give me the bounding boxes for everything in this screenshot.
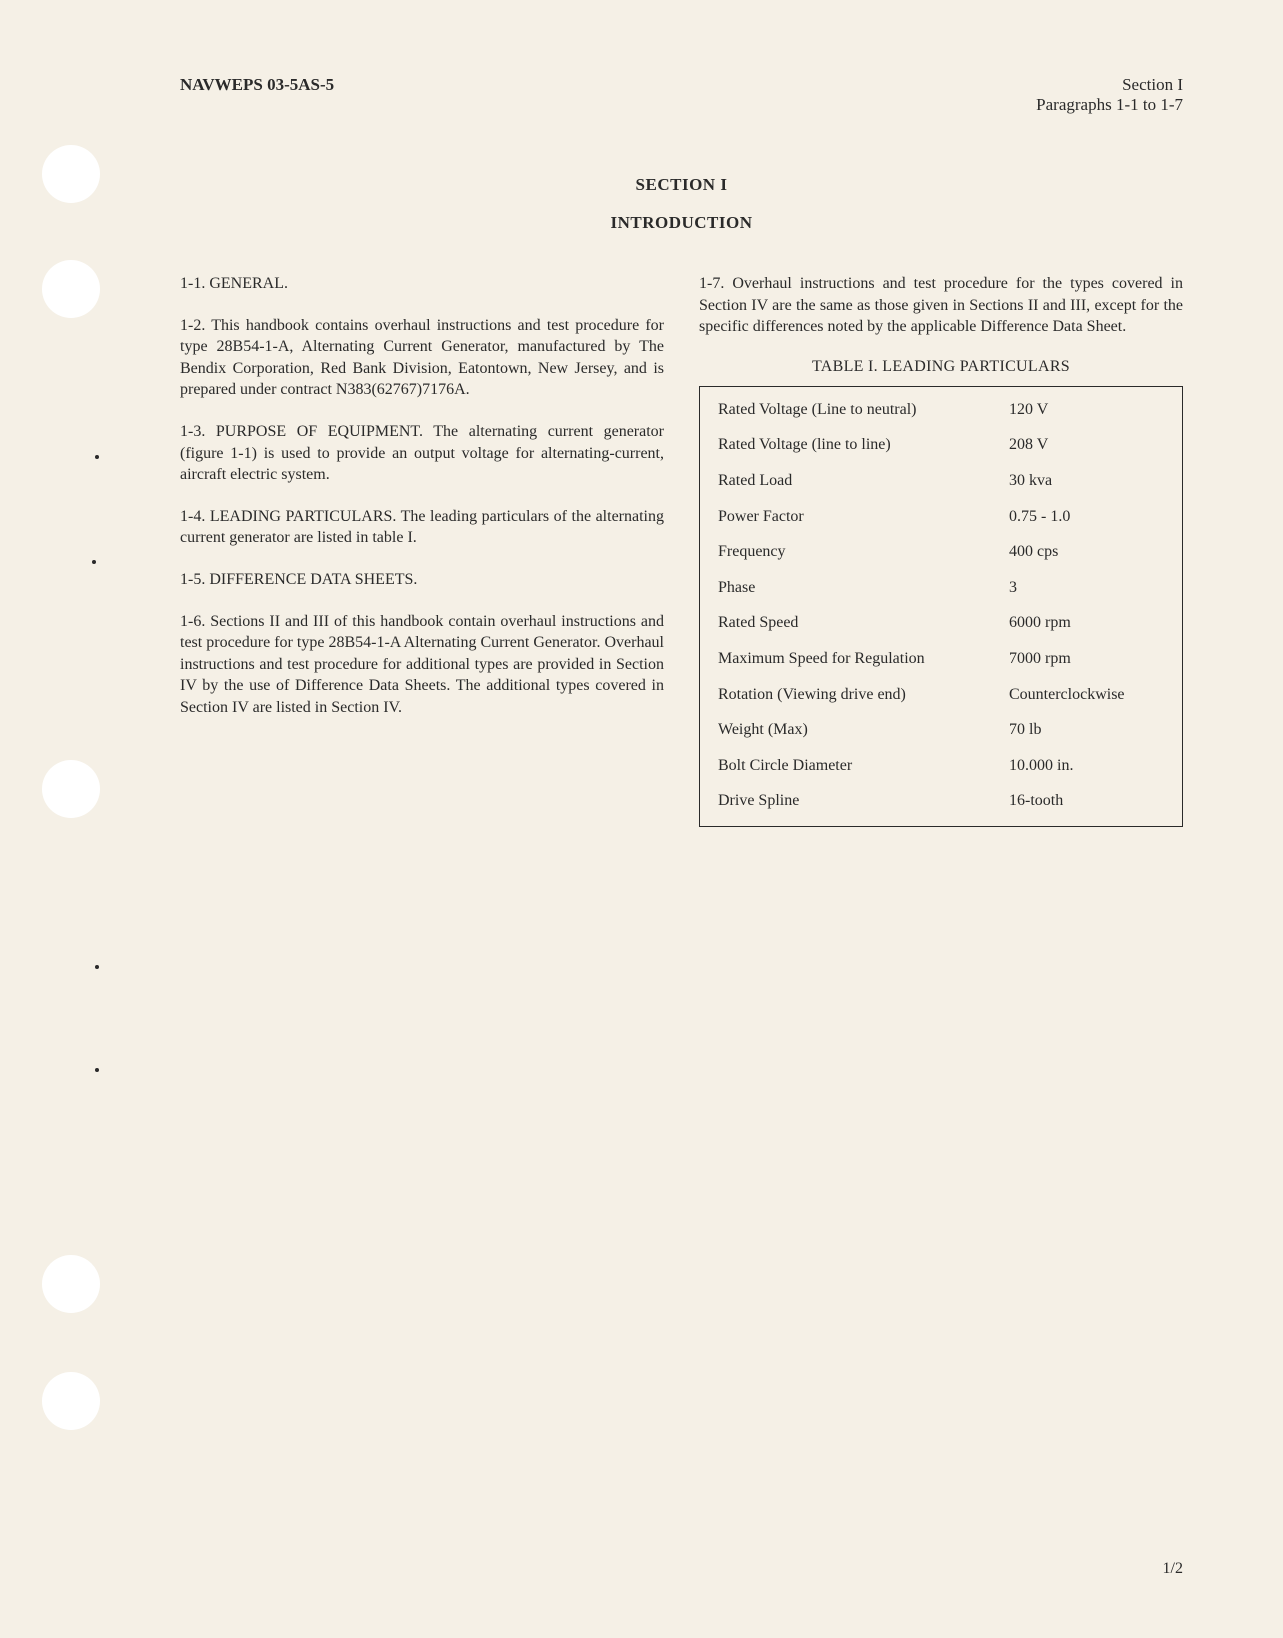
table-row: Power Factor 0.75 - 1.0 — [718, 506, 1164, 528]
table-row: Phase 3 — [718, 577, 1164, 599]
table-row: Rotation (Viewing drive end) Countercloc… — [718, 684, 1164, 706]
leading-particulars-table: Rated Voltage (Line to neutral) 120 V Ra… — [699, 386, 1183, 827]
paragraphs-range: Paragraphs 1-1 to 1-7 — [1036, 95, 1183, 115]
table-label: Rated Speed — [718, 612, 1009, 634]
mark-dot — [95, 455, 99, 459]
table-label: Phase — [718, 577, 1009, 599]
table-value: 120 V — [1009, 399, 1164, 421]
table-label: Rated Voltage (line to line) — [718, 434, 1009, 456]
left-column: 1-1. GENERAL. 1-2. This handbook contain… — [180, 273, 664, 827]
paragraph-1-6: 1-6. Sections II and III of this handboo… — [180, 611, 664, 719]
table-label: Rated Load — [718, 470, 1009, 492]
paragraph-1-1: 1-1. GENERAL. — [180, 273, 664, 295]
page-header: NAVWEPS 03-5AS-5 Section I Paragraphs 1-… — [180, 75, 1183, 115]
paragraph-1-7: 1-7. Overhaul instructions and test proc… — [699, 273, 1183, 338]
table-row: Rated Load 30 kva — [718, 470, 1164, 492]
document-id: NAVWEPS 03-5AS-5 — [180, 75, 334, 115]
table-row: Rated Voltage (line to line) 208 V — [718, 434, 1164, 456]
table-value: Counterclockwise — [1009, 684, 1164, 706]
table-value: 30 kva — [1009, 470, 1164, 492]
punch-hole — [42, 1255, 100, 1313]
table-row: Rated Voltage (Line to neutral) 120 V — [718, 399, 1164, 421]
table-value: 6000 rpm — [1009, 612, 1164, 634]
table-value: 0.75 - 1.0 — [1009, 506, 1164, 528]
table-row: Weight (Max) 70 lb — [718, 719, 1164, 741]
table-value: 3 — [1009, 577, 1164, 599]
punch-hole — [42, 260, 100, 318]
table-value: 70 lb — [1009, 719, 1164, 741]
table-row: Frequency 400 cps — [718, 541, 1164, 563]
mark-dot — [95, 1068, 99, 1072]
table-label: Drive Spline — [718, 790, 1009, 812]
table-row: Rated Speed 6000 rpm — [718, 612, 1164, 634]
paragraph-1-5: 1-5. DIFFERENCE DATA SHEETS. — [180, 569, 664, 591]
table-row: Drive Spline 16-tooth — [718, 790, 1164, 812]
table-label: Rated Voltage (Line to neutral) — [718, 399, 1009, 421]
table-row: Maximum Speed for Regulation 7000 rpm — [718, 648, 1164, 670]
mark-dot — [95, 965, 99, 969]
table-value: 10.000 in. — [1009, 755, 1164, 777]
header-right: Section I Paragraphs 1-1 to 1-7 — [1036, 75, 1183, 115]
punch-hole — [42, 1372, 100, 1430]
paragraph-1-2: 1-2. This handbook contains overhaul ins… — [180, 315, 664, 401]
table-label: Rotation (Viewing drive end) — [718, 684, 1009, 706]
table-label: Weight (Max) — [718, 719, 1009, 741]
table-label: Bolt Circle Diameter — [718, 755, 1009, 777]
paragraph-1-4: 1-4. LEADING PARTICULARS. The leading pa… — [180, 506, 664, 549]
content-columns: 1-1. GENERAL. 1-2. This handbook contain… — [180, 273, 1183, 827]
table-value: 400 cps — [1009, 541, 1164, 563]
table-value: 16-tooth — [1009, 790, 1164, 812]
table-label: Frequency — [718, 541, 1009, 563]
table-row: Bolt Circle Diameter 10.000 in. — [718, 755, 1164, 777]
table-title: TABLE I. LEADING PARTICULARS — [699, 358, 1183, 376]
mark-dot — [92, 560, 96, 564]
right-column: 1-7. Overhaul instructions and test proc… — [699, 273, 1183, 827]
paragraph-1-3: 1-3. PURPOSE OF EQUIPMENT. The alternati… — [180, 421, 664, 486]
table-value: 208 V — [1009, 434, 1164, 456]
section-label: Section I — [1036, 75, 1183, 95]
table-value: 7000 rpm — [1009, 648, 1164, 670]
table-label: Maximum Speed for Regulation — [718, 648, 1009, 670]
section-subtitle: INTRODUCTION — [180, 213, 1183, 233]
section-title: SECTION I — [180, 175, 1183, 195]
punch-hole — [42, 145, 100, 203]
page-number: 1/2 — [1163, 1560, 1183, 1578]
table-label: Power Factor — [718, 506, 1009, 528]
punch-hole — [42, 760, 100, 818]
